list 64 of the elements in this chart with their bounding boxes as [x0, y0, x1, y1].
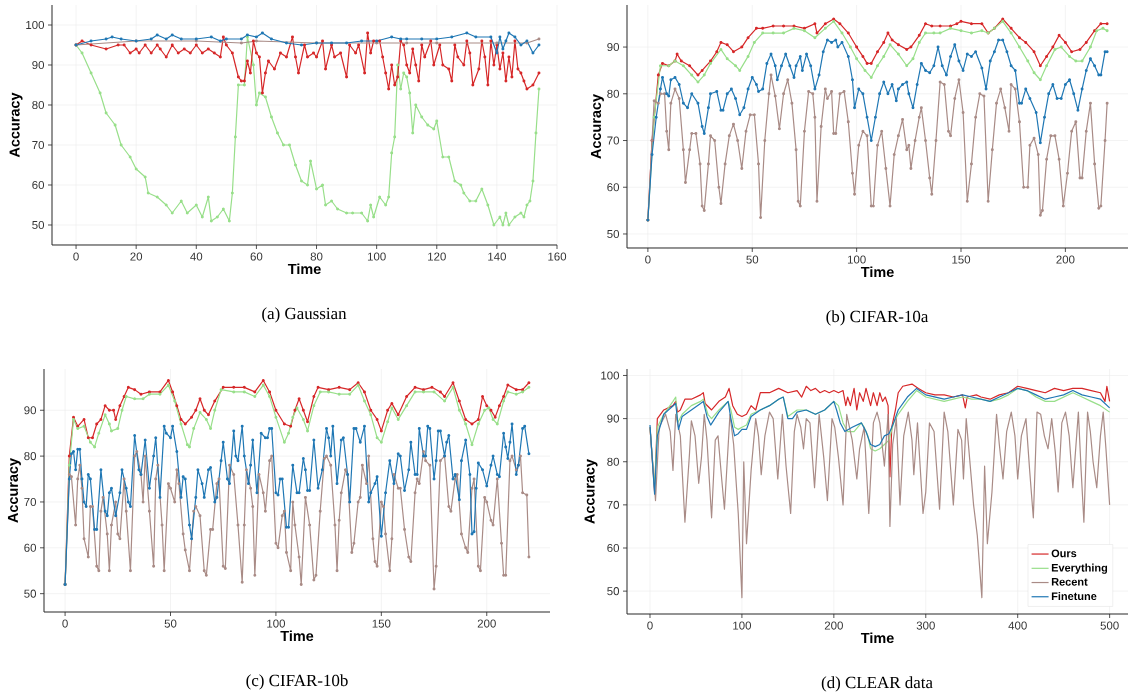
x-tick-label: 50 — [746, 255, 759, 264]
x-tick-label: 140 — [488, 252, 506, 261]
x-tick-label: 200 — [1056, 255, 1075, 264]
x-tick-label: 0 — [645, 255, 651, 264]
y-tick-label: 70 — [24, 497, 37, 507]
y-tick-label: 60 — [607, 543, 620, 553]
x-tick-label: 100 — [847, 255, 866, 264]
x-tick-label: 60 — [250, 252, 263, 261]
x-tick-label: 200 — [477, 619, 496, 628]
x-axis-title: Time — [860, 632, 894, 644]
y-tick-label: 50 — [24, 589, 37, 598]
text: (a) Gaussian — [262, 307, 347, 323]
y-tick-label: 50 — [607, 229, 620, 239]
y-tick-label: 70 — [32, 140, 45, 150]
x-tick-label: 100 — [733, 621, 752, 630]
x-tick-label: 500 — [1100, 621, 1119, 630]
line-series — [649, 411, 1111, 599]
y-tick-label: 90 — [607, 43, 620, 52]
y-tick-label: 80 — [24, 452, 37, 461]
y-axis-title: Accuracy — [584, 459, 598, 524]
y-tick-label: 100 — [601, 371, 620, 380]
x-tick-label: 160 — [548, 252, 567, 261]
y-axis-title: Accuracy — [590, 94, 604, 159]
x-tick-label: 20 — [130, 252, 143, 261]
x-tick-label: 0 — [647, 621, 653, 630]
x-tick-label: 100 — [267, 619, 286, 628]
x-tick-label: 50 — [164, 619, 177, 628]
x-axis-title: Time — [280, 630, 314, 642]
y-tick-label: 90 — [607, 414, 620, 423]
x-tick-label: 120 — [428, 252, 446, 261]
y-axis-title: Accuracy — [7, 458, 21, 523]
y-tick-label: 50 — [32, 220, 45, 230]
x-tick-label: 300 — [916, 621, 935, 630]
legend-label: Ours — [1051, 549, 1077, 558]
x-tick-label: 100 — [367, 252, 386, 261]
legend-label: Recent — [1051, 578, 1088, 586]
legend-label: Finetune — [1051, 592, 1097, 601]
x-tick-label: 200 — [824, 621, 843, 630]
x-axis-title: Time — [860, 266, 894, 278]
legend-label: Everything — [1051, 563, 1108, 574]
y-tick-label: 60 — [24, 543, 37, 552]
y-tick-label: 90 — [24, 406, 37, 415]
y-tick-label: 70 — [607, 136, 620, 145]
text: (d) CLEAR data — [821, 676, 933, 692]
y-tick-label: 80 — [607, 89, 620, 98]
x-axis-title: Time — [287, 263, 321, 275]
y-tick-label: 90 — [32, 60, 45, 70]
x-tick-label: 0 — [62, 619, 68, 628]
x-tick-label: 400 — [1008, 621, 1027, 630]
x-tick-label: 80 — [310, 252, 323, 261]
x-tick-label: 40 — [190, 252, 203, 261]
y-tick-label: 60 — [607, 183, 620, 192]
y-tick-label: 50 — [607, 587, 620, 596]
x-tick-label: 0 — [73, 252, 79, 261]
y-tick-label: 80 — [607, 457, 620, 466]
text: (b) CIFAR-10a — [826, 310, 929, 326]
x-tick-label: 150 — [952, 255, 971, 264]
text: (c) CIFAR-10b — [246, 674, 348, 690]
y-tick-label: 80 — [32, 100, 45, 110]
y-tick-label: 100 — [26, 20, 45, 30]
x-tick-label: 150 — [372, 619, 391, 628]
y-tick-label: 70 — [607, 500, 620, 509]
y-axis-title: Accuracy — [9, 92, 23, 158]
y-tick-label: 60 — [32, 180, 45, 190]
